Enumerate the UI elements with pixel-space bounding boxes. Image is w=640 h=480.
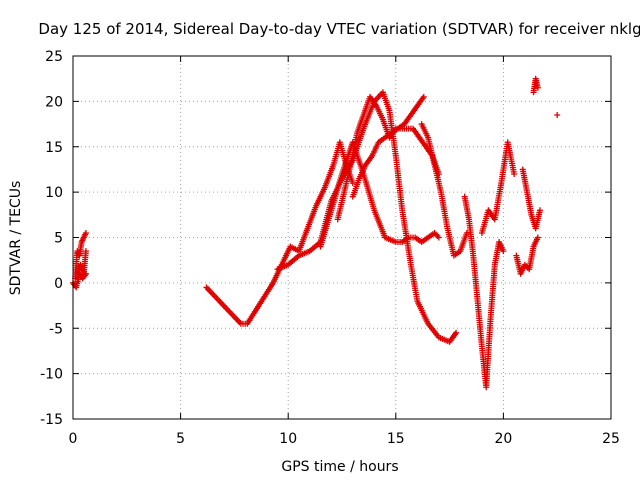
data-point [463, 229, 470, 236]
data-point [420, 93, 427, 100]
y-tick-label: 25 [45, 49, 63, 65]
y-tick-label: 5 [54, 231, 63, 247]
y-tick-label: 10 [45, 185, 63, 201]
chart-title: Day 125 of 2014, Sidereal Day-to-day VTE… [38, 20, 640, 38]
data-point [500, 248, 507, 255]
data-point [82, 229, 89, 236]
data-point [534, 84, 541, 91]
x-tick-labels: 0 5 10 15 20 25 [69, 431, 620, 447]
grid [73, 56, 611, 419]
data-point [435, 234, 442, 241]
x-tick-label: 25 [602, 431, 620, 447]
data-point [349, 180, 356, 187]
x-tick-label: 0 [69, 431, 78, 447]
x-tick-label: 20 [494, 431, 512, 447]
y-tick-label: 0 [54, 276, 63, 292]
data-point [453, 329, 460, 336]
y-tick-labels: -15 -10 -5 0 5 10 15 20 25 [40, 49, 63, 428]
y-tick-label: 20 [45, 94, 63, 110]
y-tick-label: 15 [45, 140, 63, 156]
data-point [554, 111, 561, 118]
y-tick-label: -5 [49, 321, 63, 337]
data-point [536, 207, 543, 214]
data-points [70, 75, 561, 391]
data-point [511, 170, 518, 177]
x-tick-label: 5 [176, 431, 185, 447]
x-tick-label: 10 [279, 431, 297, 447]
y-axis-label: SDTVAR / TECUs [8, 181, 24, 296]
x-tick-label: 15 [387, 431, 405, 447]
data-point [82, 248, 89, 255]
x-axis-label: GPS time / hours [281, 459, 398, 475]
y-tick-label: -15 [40, 412, 63, 428]
data-point [534, 234, 541, 241]
plot-frame [72, 55, 612, 420]
y-tick-label: -10 [40, 367, 63, 383]
